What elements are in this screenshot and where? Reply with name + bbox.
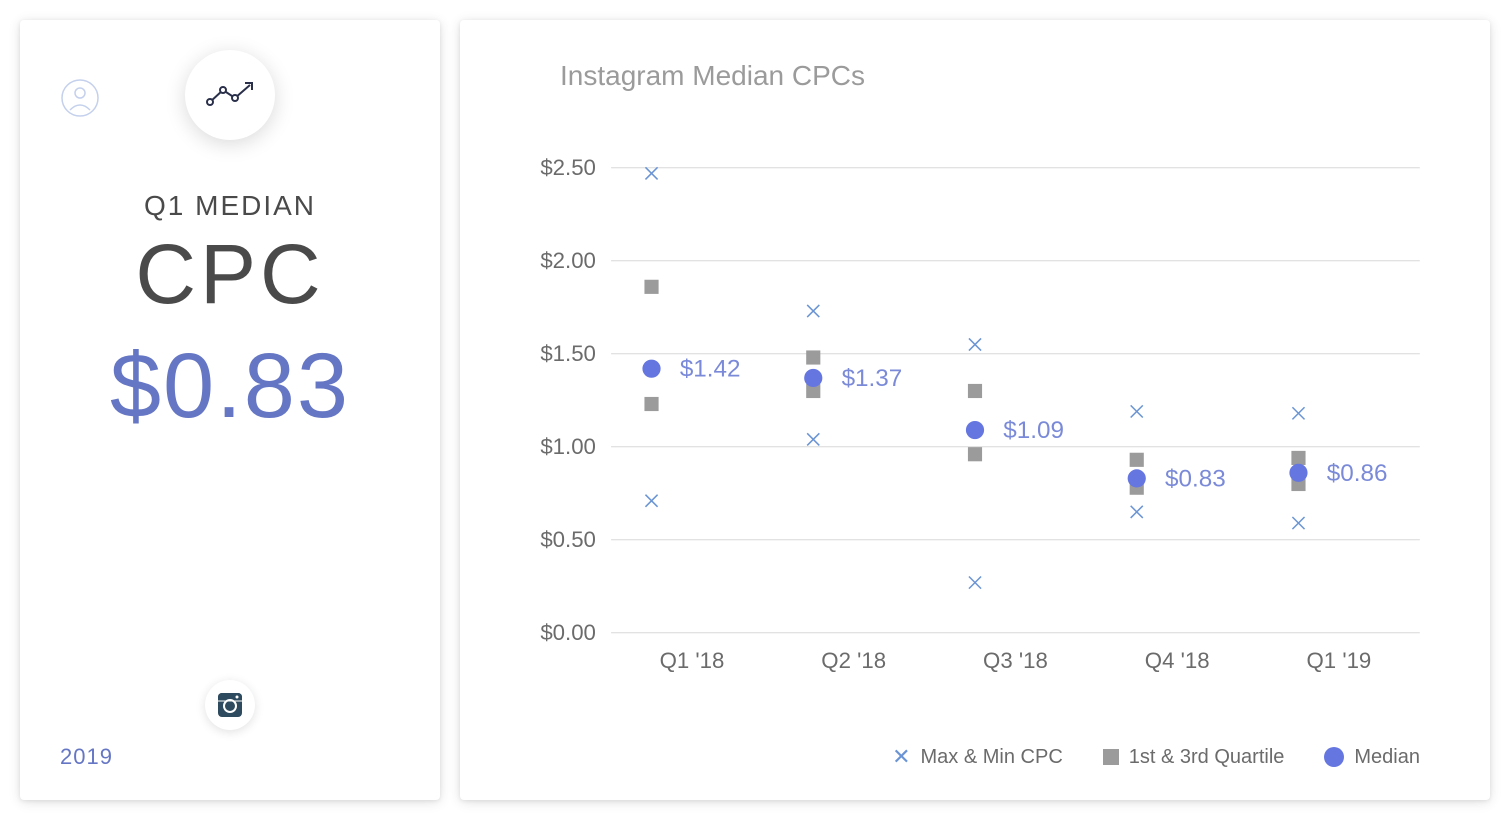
svg-text:$1.09: $1.09 <box>1003 417 1064 444</box>
svg-text:$0.86: $0.86 <box>1327 460 1388 487</box>
x-marker-icon: ✕ <box>892 744 910 770</box>
svg-text:$1.50: $1.50 <box>540 341 596 366</box>
user-icon <box>60 78 100 123</box>
svg-text:$1.37: $1.37 <box>842 365 903 392</box>
svg-text:$0.83: $0.83 <box>1165 465 1226 492</box>
svg-text:$1.00: $1.00 <box>540 434 596 459</box>
legend-quartile: 1st & 3rd Quartile <box>1103 744 1285 770</box>
svg-text:$1.42: $1.42 <box>680 356 741 383</box>
svg-text:$2.00: $2.00 <box>540 248 596 273</box>
svg-text:$0.50: $0.50 <box>540 527 596 552</box>
svg-text:$2.50: $2.50 <box>540 155 596 180</box>
dashboard-container: Q1 MEDIAN CPC $0.83 2019 Instagram Media… <box>20 20 1490 800</box>
chart-legend: ✕ Max & Min CPC 1st & 3rd Quartile Media… <box>510 744 1440 770</box>
chart-title: Instagram Median CPCs <box>560 60 1440 92</box>
icon-row <box>50 60 410 140</box>
svg-text:Q3 '18: Q3 '18 <box>983 648 1048 673</box>
svg-text:Q1 '19: Q1 '19 <box>1307 648 1372 673</box>
legend-median: Median <box>1324 744 1420 770</box>
legend-label: Max & Min CPC <box>921 746 1063 769</box>
square-marker-icon <box>1103 749 1119 765</box>
legend-label: Median <box>1354 746 1420 769</box>
cpc-chart: $0.00 $0.50 $1.00 $1.50 $2.00 $2.50 Q1 '18 Q2 '… <box>510 122 1440 719</box>
svg-text:Q2 '18: Q2 '18 <box>821 648 886 673</box>
kpi-value: $0.83 <box>110 336 350 437</box>
svg-text:Q4 '18: Q4 '18 <box>1145 648 1210 673</box>
instagram-icon <box>205 680 255 730</box>
legend-minmax: ✕ Max & Min CPC <box>892 744 1063 770</box>
trend-icon <box>185 50 275 140</box>
kpi-title: Q1 MEDIAN <box>144 190 316 222</box>
kpi-metric: CPC <box>135 232 324 316</box>
svg-text:Q1 '18: Q1 '18 <box>660 648 725 673</box>
chart-area: $0.00 $0.50 $1.00 $1.50 $2.00 $2.50 Q1 '18 Q2 '… <box>510 122 1440 719</box>
chart-card: Instagram Median CPCs $0.00 $0.50 $1.00 $1.… <box>460 20 1490 800</box>
circle-marker-icon <box>1324 747 1344 767</box>
svg-text:$0.00: $0.00 <box>540 620 596 645</box>
kpi-card: Q1 MEDIAN CPC $0.83 2019 <box>20 20 440 800</box>
legend-label: 1st & 3rd Quartile <box>1129 746 1285 769</box>
year-label: 2019 <box>60 744 113 770</box>
